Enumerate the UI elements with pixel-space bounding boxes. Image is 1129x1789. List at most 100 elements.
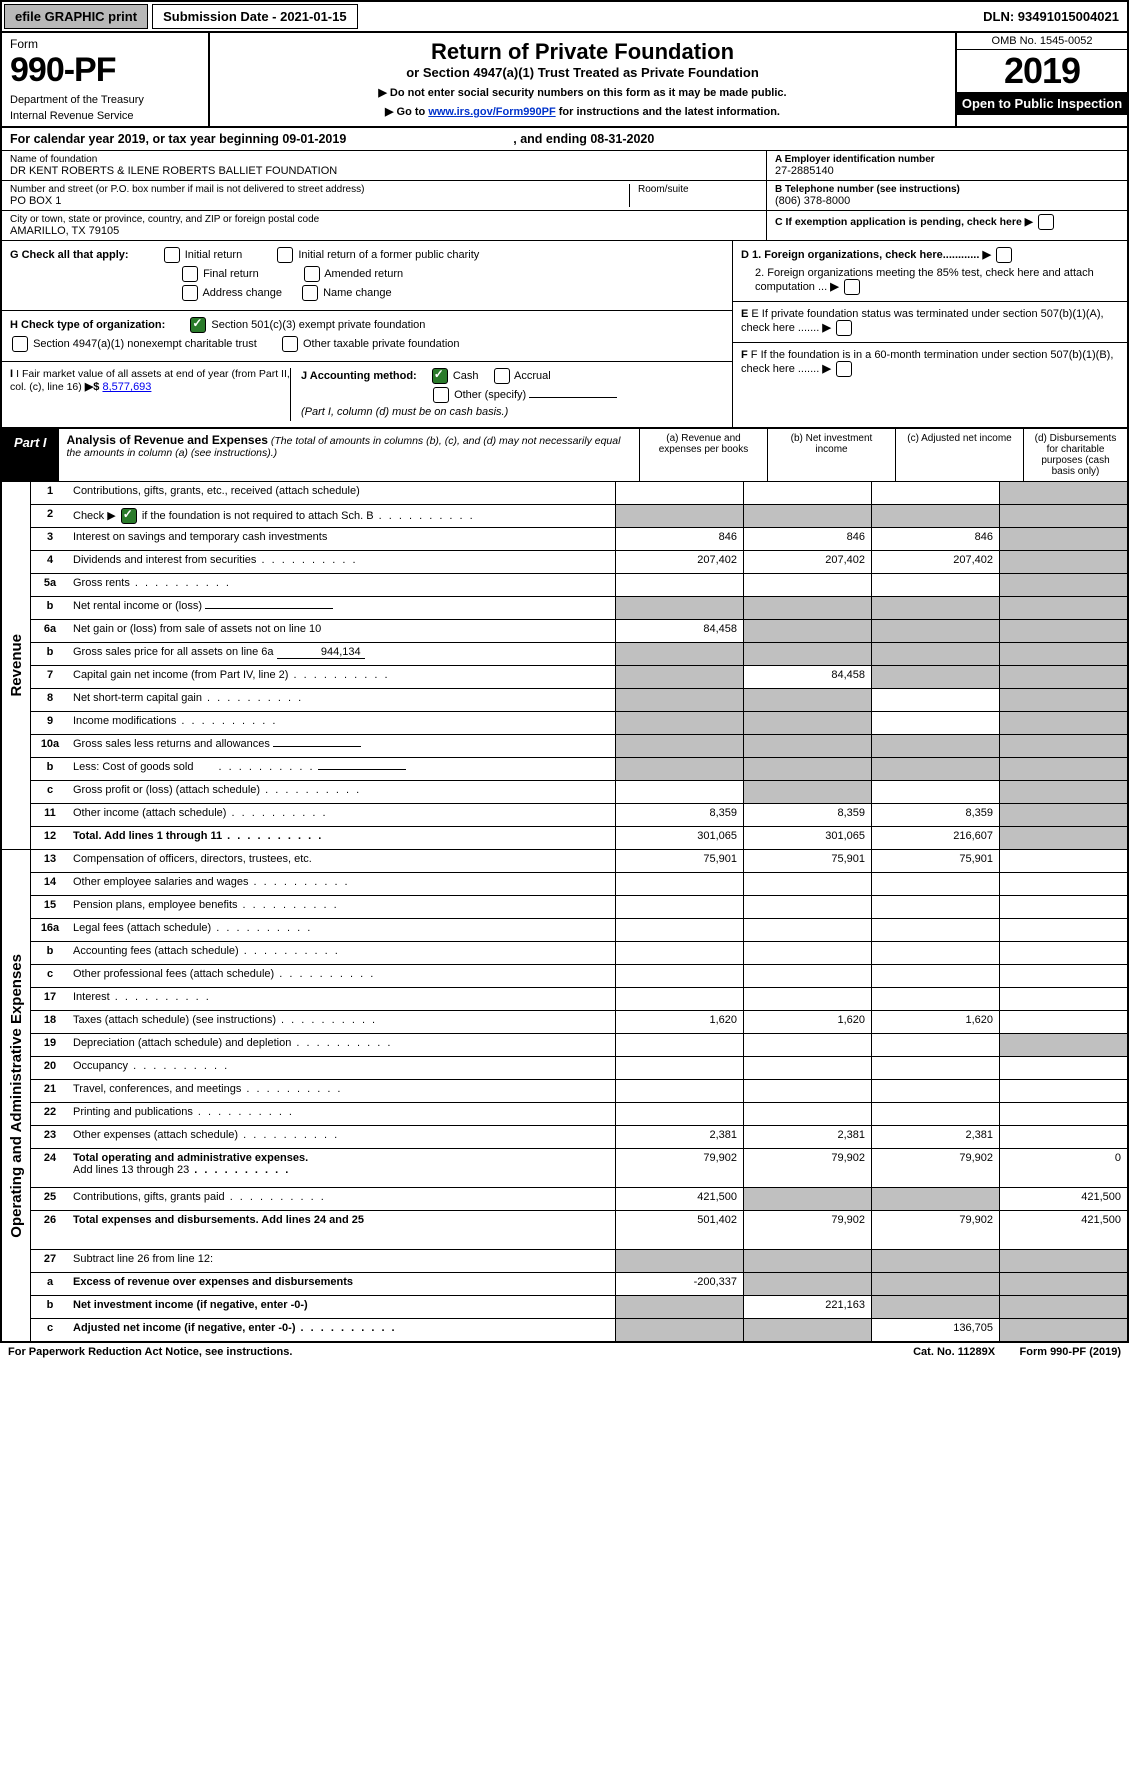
r6b-desc: Gross sales price for all assets on line… [69,643,615,665]
r12-desc: Total. Add lines 1 through 11 [69,827,615,849]
h-o3: Other taxable private foundation [303,338,460,350]
form-year-block: OMB No. 1545-0052 2019 Open to Public In… [955,33,1127,126]
cal-mid: , and ending [513,132,590,146]
h-501c3-checkbox[interactable] [190,317,206,333]
ein-cell: A Employer identification number 27-2885… [767,151,1127,181]
entity-info: Name of foundation DR KENT ROBERTS & ILE… [2,151,1127,241]
r23-b: 2,381 [743,1126,871,1148]
dept-treasury: Department of the Treasury [10,94,200,106]
foundation-name-cell: Name of foundation DR KENT ROBERTS & ILE… [2,151,766,181]
r6b-val: 944,134 [277,646,365,659]
h-4947-checkbox[interactable] [12,336,28,352]
j-o1: Cash [453,370,479,382]
r18-a: 1,620 [615,1011,743,1033]
r26-c: 79,902 [871,1211,999,1249]
c-box-label: C If exemption application is pending, c… [775,216,1022,228]
h-other-checkbox[interactable] [282,336,298,352]
footer: For Paperwork Reduction Act Notice, see … [0,1343,1129,1361]
j-note: (Part I, column (d) must be on cash basi… [301,406,724,418]
h-o1: Section 501(c)(3) exempt private foundat… [211,319,425,331]
g-section: G Check all that apply: Initial return I… [2,241,732,311]
j-cash-checkbox[interactable] [432,368,448,384]
irs-label: Internal Revenue Service [10,110,200,122]
c-checkbox[interactable] [1038,214,1054,230]
r4-c: 207,402 [871,551,999,573]
part1-title: Analysis of Revenue and Expenses [67,433,268,447]
city-value: AMARILLO, TX 79105 [10,225,758,237]
foot-mid: Cat. No. 11289X [913,1346,995,1358]
form-number: 990-PF [10,51,200,90]
r11-c: 8,359 [871,804,999,826]
r4-desc: Dividends and interest from securities [69,551,615,573]
cal-pre: For calendar year 2019, or tax year begi… [10,132,282,146]
instr-2: ▶ Go to www.irs.gov/Form990PF for instru… [220,105,945,118]
r25-desc: Contributions, gifts, grants paid [69,1188,615,1210]
r13-desc: Compensation of officers, directors, tru… [69,850,615,872]
form-word: Form [10,37,200,51]
r20-desc: Occupancy [69,1057,615,1079]
r12-a: 301,065 [615,827,743,849]
form-990pf: efile GRAPHIC print Submission Date - 20… [0,0,1129,1343]
city-cell: City or town, state or province, country… [2,211,766,240]
col-headers: (a) Revenue and expenses per books (b) N… [639,429,1127,481]
j-o3: Other (specify) [454,389,526,401]
r8-desc: Net short-term capital gain [69,689,615,711]
form-subtitle: or Section 4947(a)(1) Trust Treated as P… [220,65,945,80]
r3-c: 846 [871,528,999,550]
r24-desc: Total operating and administrative expen… [69,1149,615,1187]
top-bar: efile GRAPHIC print Submission Date - 20… [2,2,1127,33]
r16c-desc: Other professional fees (attach schedule… [69,965,615,987]
h-o2: Section 4947(a)(1) nonexempt charitable … [33,338,257,350]
j-other-checkbox[interactable] [433,387,449,403]
col-b-header: (b) Net investment income [767,429,895,481]
r3-a: 846 [615,528,743,550]
r7-b: 84,458 [743,666,871,688]
r27b-desc: Net investment income (if negative, ente… [69,1296,615,1318]
instr-1: ▶ Do not enter social security numbers o… [220,86,945,99]
r19-desc: Depreciation (attach schedule) and deple… [69,1034,615,1056]
r10a-desc: Gross sales less returns and allowances [69,735,615,757]
r24-d: 0 [999,1149,1127,1187]
revenue-table: Revenue 1Contributions, gifts, grants, e… [2,482,1127,849]
g-final-checkbox[interactable] [182,266,198,282]
tel-cell: B Telephone number (see instructions) (8… [767,181,1127,211]
col-a-header: (a) Revenue and expenses per books [639,429,767,481]
r27c-desc: Adjusted net income (if negative, enter … [69,1319,615,1341]
instr-2-post: for instructions and the latest informat… [556,106,780,118]
efile-print-button[interactable]: efile GRAPHIC print [4,4,148,29]
g-o2: Initial return of a former public charit… [298,249,479,261]
r10c-desc: Gross profit or (loss) (attach schedule) [69,781,615,803]
r22-desc: Printing and publications [69,1103,615,1125]
r25-d: 421,500 [999,1188,1127,1210]
f-checkbox[interactable] [836,361,852,377]
r12-c: 216,607 [871,827,999,849]
r18-desc: Taxes (attach schedule) (see instruction… [69,1011,615,1033]
i-j-section: I I Fair market value of all assets at e… [2,362,732,427]
name-value: DR KENT ROBERTS & ILENE ROBERTS BALLIET … [10,165,758,177]
r2-checkbox[interactable] [121,508,137,524]
h-section: H Check type of organization: Section 50… [2,311,732,362]
part1-header: Part I Analysis of Revenue and Expenses … [2,429,1127,482]
g-initial-checkbox[interactable] [164,247,180,263]
irs-link[interactable]: www.irs.gov/Form990PF [428,106,555,118]
e-checkbox[interactable] [836,320,852,336]
r24-c: 79,902 [871,1149,999,1187]
calendar-year-row: For calendar year 2019, or tax year begi… [2,128,1127,151]
r9-desc: Income modifications [69,712,615,734]
d2-checkbox[interactable] [844,279,860,295]
d1-checkbox[interactable] [996,247,1012,263]
j-accrual-checkbox[interactable] [494,368,510,384]
r11-b: 8,359 [743,804,871,826]
g-address-checkbox[interactable] [182,285,198,301]
g-o6: Name change [323,287,392,299]
g-name-checkbox[interactable] [302,285,318,301]
r26-a: 501,402 [615,1211,743,1249]
r4-a: 207,402 [615,551,743,573]
g-amended-checkbox[interactable] [304,266,320,282]
g-label: G Check all that apply: [10,249,129,261]
r4-b: 207,402 [743,551,871,573]
g-initial-former-checkbox[interactable] [277,247,293,263]
submission-date: Submission Date - 2021-01-15 [152,4,358,29]
r7-desc: Capital gain net income (from Part IV, l… [69,666,615,688]
fmv-link[interactable]: 8,577,693 [102,381,151,393]
